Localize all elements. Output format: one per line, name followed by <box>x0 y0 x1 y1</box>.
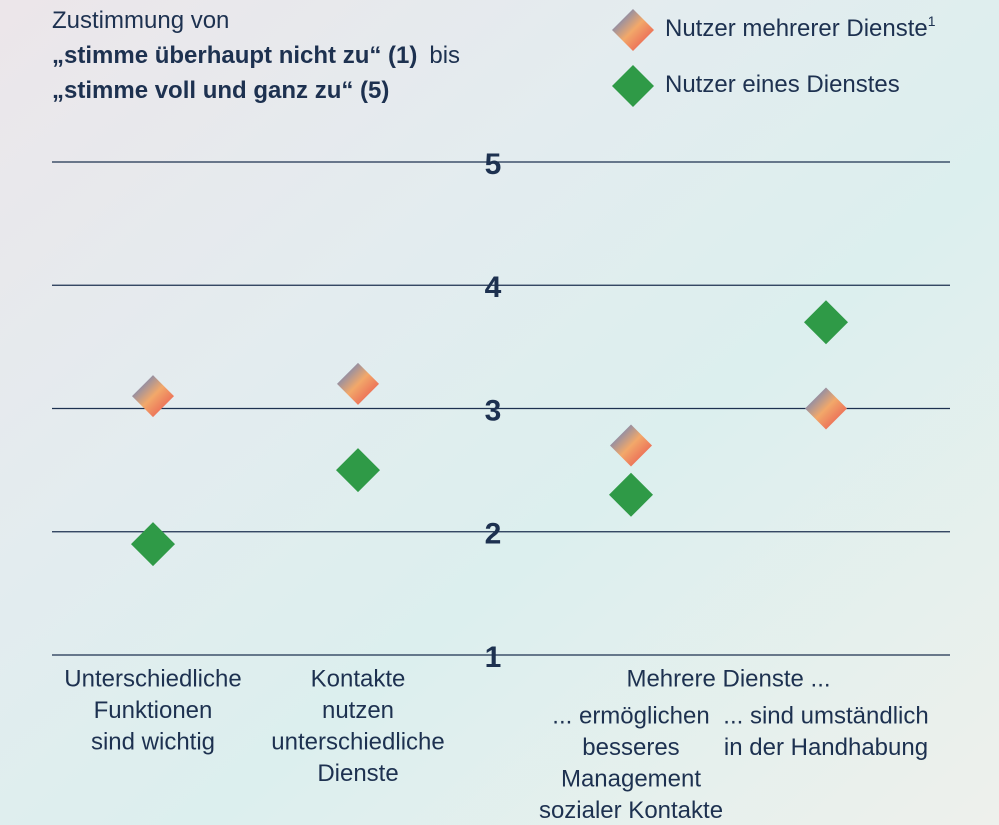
category-group-label: Mehrere Dienste ... <box>626 665 830 692</box>
title-part: „stimme voll und ganz zu“ (5) <box>52 77 389 104</box>
x-category-label: sind wichtig <box>91 728 215 755</box>
title-part: Zustimmung von <box>52 7 229 34</box>
chart: Zustimmung von „stimme überhaupt nicht zu… <box>0 0 999 825</box>
legend-label: Nutzer eines Dienstes <box>665 71 900 98</box>
x-category-label: Management <box>561 765 701 792</box>
title-line: „stimme voll und ganz zu“ (5) <box>52 77 389 104</box>
x-category-label: Funktionen <box>94 697 213 724</box>
x-category-label: unterschiedliche <box>271 728 444 755</box>
y-tick-label: 5 <box>485 148 502 181</box>
title-line: „stimme überhaupt nicht zu“ (1) bis <box>52 42 460 69</box>
x-category-label: nutzen <box>322 697 394 724</box>
x-category-label: Unterschiedliche <box>64 665 241 692</box>
legend-name: Nutzer eines Dienstes <box>665 71 900 98</box>
legend-footnote: 1 <box>928 13 936 29</box>
x-category-label: sozialer Kontakte <box>539 797 723 824</box>
x-category-label: ... ermöglichen <box>552 702 709 729</box>
title-line: Zustimmung von <box>52 7 229 34</box>
y-tick-label: 4 <box>485 271 502 304</box>
x-category-label: besseres <box>582 734 679 761</box>
y-tick-label: 3 <box>485 394 502 427</box>
x-category-label: Dienste <box>317 760 398 787</box>
y-tick-label: 2 <box>485 518 502 551</box>
legend-label: Nutzer mehrerer Dienste1 <box>665 13 936 43</box>
y-tick-label: 1 <box>485 641 502 674</box>
title-part: bis <box>429 42 460 69</box>
x-category-label: Kontakte <box>311 665 406 692</box>
title-part: „stimme überhaupt nicht zu“ (1) <box>52 42 417 69</box>
x-category-label: ... sind umständlich <box>723 702 928 729</box>
legend-name: Nutzer mehrerer Dienste <box>665 15 928 42</box>
x-category-label: in der Handhabung <box>724 734 928 761</box>
